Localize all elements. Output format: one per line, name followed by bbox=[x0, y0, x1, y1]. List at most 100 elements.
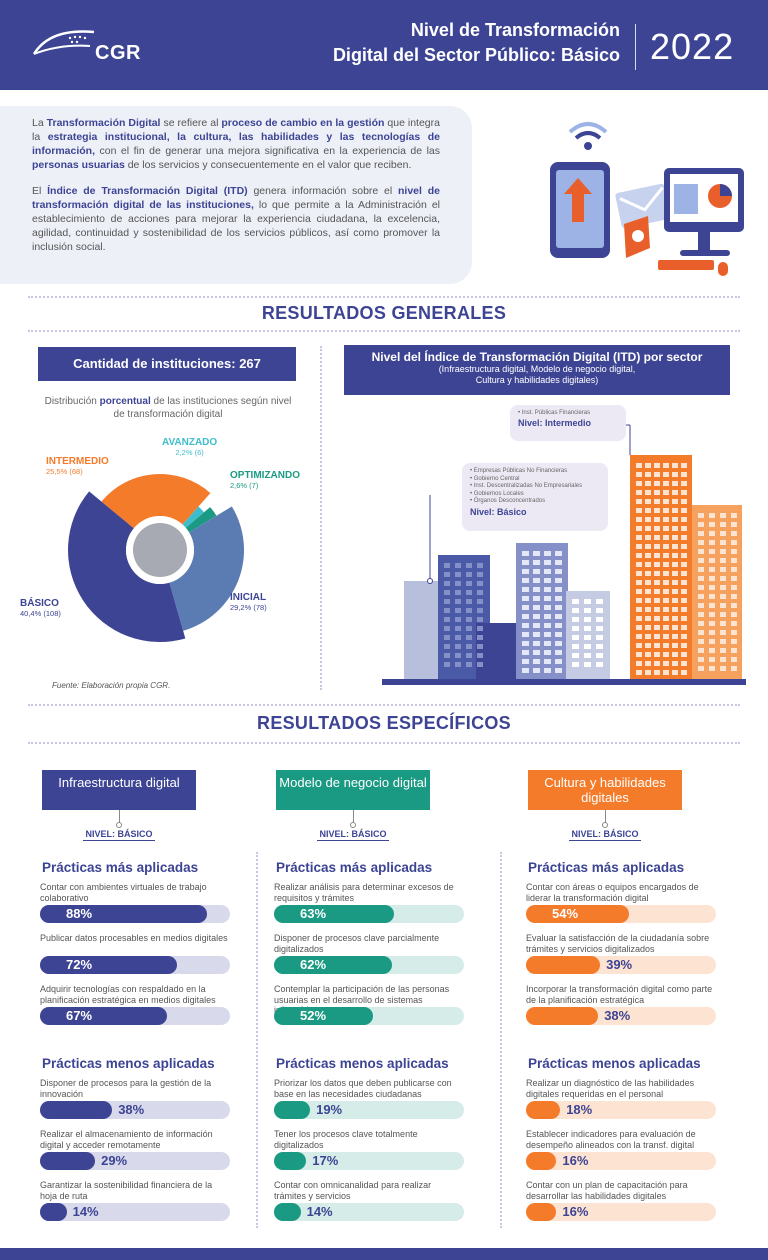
intro-emphasis: Índice de Transformación Digital (ITD) bbox=[47, 185, 248, 197]
basic-sector-item: • Gobierno Central bbox=[470, 475, 520, 482]
label-avanzado-name: AVANZADO bbox=[162, 437, 218, 448]
building-window bbox=[522, 623, 529, 628]
building-window bbox=[544, 578, 551, 583]
basic-sector-item: • Empresas Públicas No Financieras bbox=[470, 468, 568, 474]
building-window bbox=[681, 607, 687, 612]
building-window bbox=[477, 599, 483, 604]
building-window bbox=[681, 643, 687, 648]
building-window bbox=[731, 567, 737, 572]
building-window bbox=[698, 585, 704, 590]
building-window bbox=[636, 544, 642, 549]
building-window bbox=[444, 617, 450, 622]
building-window bbox=[731, 540, 737, 545]
building-window bbox=[731, 630, 737, 635]
building-window bbox=[663, 616, 669, 621]
building-window bbox=[663, 526, 669, 531]
building-window bbox=[533, 578, 540, 583]
practice-text: Priorizar los datos que deben publicarse… bbox=[274, 1078, 452, 1099]
column-header: Cultura y habilidades digitales bbox=[528, 770, 682, 810]
building-window bbox=[544, 650, 551, 655]
practice-bar-track: 88% bbox=[40, 905, 230, 923]
building-window bbox=[681, 598, 687, 603]
building-window bbox=[654, 625, 660, 630]
practice-percent: 62% bbox=[300, 957, 327, 972]
building-window bbox=[698, 594, 704, 599]
practice-item: Disponer de procesos para la gestión de … bbox=[40, 1078, 230, 1119]
building-window bbox=[444, 581, 450, 586]
building-window bbox=[645, 670, 651, 675]
intro-text: El bbox=[32, 185, 48, 197]
practice-bar-track: 62% bbox=[274, 956, 464, 974]
building-window bbox=[709, 603, 715, 608]
building-window bbox=[533, 623, 540, 628]
label-basico: BÁSICO 40,4% (108) bbox=[20, 598, 61, 618]
most-applied-title: Prácticas más aplicadas bbox=[528, 860, 685, 875]
building-window bbox=[555, 614, 562, 619]
building-window bbox=[645, 634, 651, 639]
building-window bbox=[654, 607, 660, 612]
general-results-title: RESULTADOS GENERALES bbox=[261, 303, 507, 323]
building-window bbox=[663, 562, 669, 567]
building-window bbox=[731, 558, 737, 563]
building-window bbox=[698, 621, 704, 626]
building-window bbox=[584, 653, 591, 658]
separator-line bbox=[28, 742, 740, 744]
building-window bbox=[544, 668, 551, 673]
intro-emphasis: estrategia institucional, la cultura, la… bbox=[32, 131, 440, 157]
building-window bbox=[636, 526, 642, 531]
building-window bbox=[709, 576, 715, 581]
building-window bbox=[681, 571, 687, 576]
building-window bbox=[444, 572, 450, 577]
building-window bbox=[645, 517, 651, 522]
building-window bbox=[698, 639, 704, 644]
building-window bbox=[681, 661, 687, 666]
practice-text: Garantizar la sostenibilidad financiera … bbox=[40, 1180, 213, 1201]
building-window bbox=[709, 621, 715, 626]
building-window bbox=[645, 598, 651, 603]
building-window bbox=[720, 567, 726, 572]
building-window bbox=[698, 540, 704, 545]
building-window bbox=[544, 659, 551, 664]
building-window bbox=[645, 490, 651, 495]
building-window bbox=[663, 544, 669, 549]
building-window bbox=[477, 617, 483, 622]
building-window bbox=[444, 662, 450, 667]
header-banner: CGR Nivel de Transformación Digital del … bbox=[0, 0, 768, 90]
building-window bbox=[455, 662, 461, 667]
distribution-caption: Distribución porcentual de las instituci… bbox=[40, 395, 296, 421]
building-window bbox=[681, 670, 687, 675]
practice-percent: 88% bbox=[66, 906, 93, 921]
building-window bbox=[555, 650, 562, 655]
building-window bbox=[663, 535, 669, 540]
building-window bbox=[709, 540, 715, 545]
practice-item: Incorporar la transformación digital com… bbox=[526, 984, 716, 1025]
building-window bbox=[672, 544, 678, 549]
label-intermedio-name: INTERMEDIO bbox=[46, 456, 109, 467]
building-window bbox=[555, 596, 562, 601]
practice-bar-fill bbox=[274, 1007, 373, 1025]
intro-text: que integra la bbox=[32, 117, 440, 143]
building-window bbox=[663, 553, 669, 558]
building-window bbox=[466, 563, 472, 568]
building-window bbox=[663, 661, 669, 666]
building-window bbox=[654, 508, 660, 513]
building-window bbox=[645, 535, 651, 540]
practice-bar-fill bbox=[526, 905, 629, 923]
practice-bar-track: 14% bbox=[274, 1203, 464, 1221]
practice-bar-fill bbox=[274, 905, 394, 923]
practice-percent: 19% bbox=[316, 1102, 343, 1117]
building-window bbox=[466, 653, 472, 658]
distribution-donut-chart bbox=[67, 474, 244, 642]
building-window bbox=[720, 522, 726, 527]
building-window bbox=[533, 614, 540, 619]
building-window bbox=[522, 587, 529, 592]
building-window bbox=[698, 567, 704, 572]
building-window bbox=[584, 626, 591, 631]
building-window bbox=[636, 661, 642, 666]
building-window bbox=[444, 653, 450, 658]
building-window bbox=[720, 648, 726, 653]
building-window bbox=[720, 603, 726, 608]
building-window bbox=[444, 635, 450, 640]
building-window bbox=[681, 481, 687, 486]
building-window bbox=[636, 589, 642, 594]
